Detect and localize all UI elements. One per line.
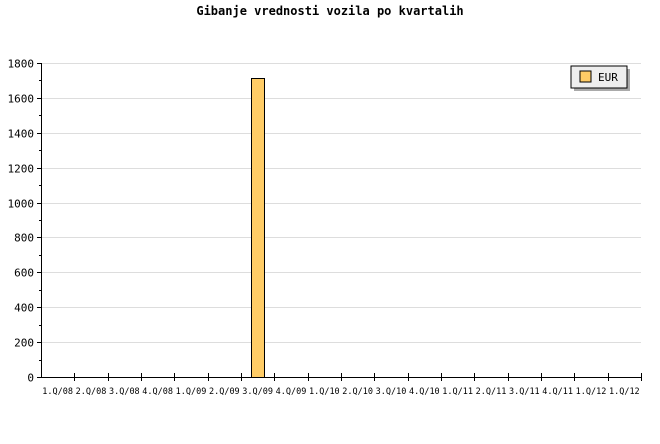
legend-label: EUR bbox=[598, 71, 618, 84]
x-tick-label: 2.Q/11 bbox=[476, 387, 507, 397]
y-tick-label: 1600 bbox=[8, 93, 35, 106]
y-tick-label: 1000 bbox=[8, 198, 35, 211]
y-tick-label: 1800 bbox=[8, 58, 35, 71]
x-tick-label: 1.Q/12 bbox=[576, 387, 607, 397]
chart-title: Gibanje vrednosti vozila po kvartalih bbox=[196, 4, 463, 18]
x-tick-label: 4.Q/08 bbox=[142, 387, 173, 397]
x-tick-label: 4.Q/10 bbox=[409, 387, 440, 397]
legend-swatch bbox=[579, 70, 592, 83]
x-tick-label: 3.Q/08 bbox=[109, 387, 140, 397]
x-tick-label: 1.Q/10 bbox=[309, 387, 340, 397]
x-tick-label: 3.Q/09 bbox=[242, 387, 273, 397]
y-tick-label: 1400 bbox=[8, 128, 35, 141]
x-tick-label: 2.Q/08 bbox=[76, 387, 107, 397]
x-tick-label: 1.Q/11 bbox=[442, 387, 473, 397]
x-tick-label: 1.Q/08 bbox=[42, 387, 73, 397]
x-tick-label: 1.Q/09 bbox=[176, 387, 207, 397]
x-tick-label: 4.Q/09 bbox=[276, 387, 307, 397]
y-tick-label: 200 bbox=[14, 337, 34, 350]
y-tick-label: 0 bbox=[27, 372, 34, 385]
y-tick-label: 400 bbox=[14, 302, 34, 315]
bar-3.Q/09 bbox=[251, 78, 265, 378]
x-tick-label: 2.Q/10 bbox=[342, 387, 373, 397]
y-tick-label: 1200 bbox=[8, 163, 35, 176]
y-tick-label: 800 bbox=[14, 232, 34, 245]
x-tick-label: 4.Q/11 bbox=[542, 387, 573, 397]
legend: EUR bbox=[570, 65, 630, 91]
y-tick-label: 600 bbox=[14, 267, 34, 280]
x-tick-label: 2.Q/09 bbox=[209, 387, 240, 397]
x-tick-label: 3.Q/10 bbox=[376, 387, 407, 397]
x-tick-label: 1.Q/12 bbox=[609, 387, 640, 397]
x-tick-label: 3.Q/11 bbox=[509, 387, 540, 397]
